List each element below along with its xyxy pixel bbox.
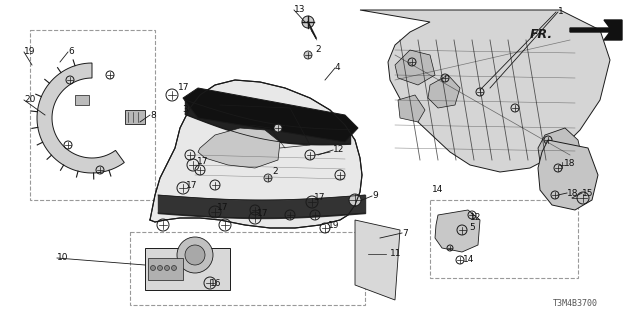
Polygon shape	[435, 210, 480, 252]
Circle shape	[304, 51, 312, 59]
Bar	[430, 200, 578, 278]
Text: 10: 10	[57, 253, 68, 262]
Text: 2: 2	[282, 121, 287, 130]
Text: FR.: FR.	[530, 28, 553, 41]
Polygon shape	[398, 95, 425, 122]
Circle shape	[274, 124, 282, 132]
Text: 14: 14	[432, 186, 444, 195]
Text: 1: 1	[558, 7, 564, 17]
Text: 12: 12	[470, 213, 481, 222]
Circle shape	[172, 266, 177, 270]
Text: 17: 17	[186, 180, 198, 189]
Text: 2: 2	[315, 45, 321, 54]
Text: 11: 11	[390, 249, 401, 258]
Circle shape	[264, 174, 272, 182]
Text: 8: 8	[150, 110, 156, 119]
Bar	[368, 242, 386, 266]
Text: T3M4B3700: T3M4B3700	[553, 299, 598, 308]
Text: 17: 17	[197, 157, 209, 166]
Polygon shape	[150, 80, 362, 228]
Text: 18: 18	[564, 158, 575, 167]
Text: 3: 3	[182, 106, 188, 115]
Text: 12: 12	[333, 146, 344, 155]
Text: 14: 14	[463, 255, 474, 265]
Circle shape	[150, 266, 156, 270]
Bar	[75, 95, 89, 105]
Polygon shape	[538, 128, 582, 175]
Text: 18: 18	[567, 188, 579, 197]
Text: 17: 17	[257, 209, 269, 218]
Polygon shape	[428, 75, 460, 108]
Text: 19: 19	[328, 220, 339, 229]
Text: 6: 6	[68, 47, 74, 57]
Text: 15: 15	[582, 188, 593, 197]
Polygon shape	[198, 128, 280, 168]
Bar	[130, 232, 365, 305]
Text: 5: 5	[469, 223, 475, 233]
Circle shape	[349, 194, 361, 206]
Circle shape	[185, 245, 205, 265]
Bar	[125, 110, 145, 124]
Polygon shape	[570, 20, 622, 40]
Bar	[30, 30, 155, 200]
Polygon shape	[183, 88, 358, 142]
Circle shape	[177, 237, 213, 273]
Text: 4: 4	[335, 63, 340, 73]
Text: 2: 2	[272, 167, 278, 177]
Bar	[145, 248, 230, 290]
Text: 7: 7	[402, 228, 408, 237]
Text: 9: 9	[372, 191, 378, 201]
Text: 20: 20	[24, 95, 35, 105]
Text: 17: 17	[217, 204, 228, 212]
Polygon shape	[355, 220, 400, 300]
Circle shape	[157, 266, 163, 270]
Text: 16: 16	[210, 278, 221, 287]
Bar	[148, 258, 183, 280]
Polygon shape	[360, 10, 610, 172]
Circle shape	[302, 16, 314, 28]
Text: 13: 13	[294, 5, 305, 14]
Polygon shape	[37, 63, 124, 173]
Text: 17: 17	[178, 84, 189, 92]
Polygon shape	[395, 50, 435, 85]
Text: 17: 17	[314, 194, 326, 203]
Polygon shape	[538, 140, 598, 210]
Circle shape	[164, 266, 170, 270]
Text: 19: 19	[24, 47, 35, 57]
